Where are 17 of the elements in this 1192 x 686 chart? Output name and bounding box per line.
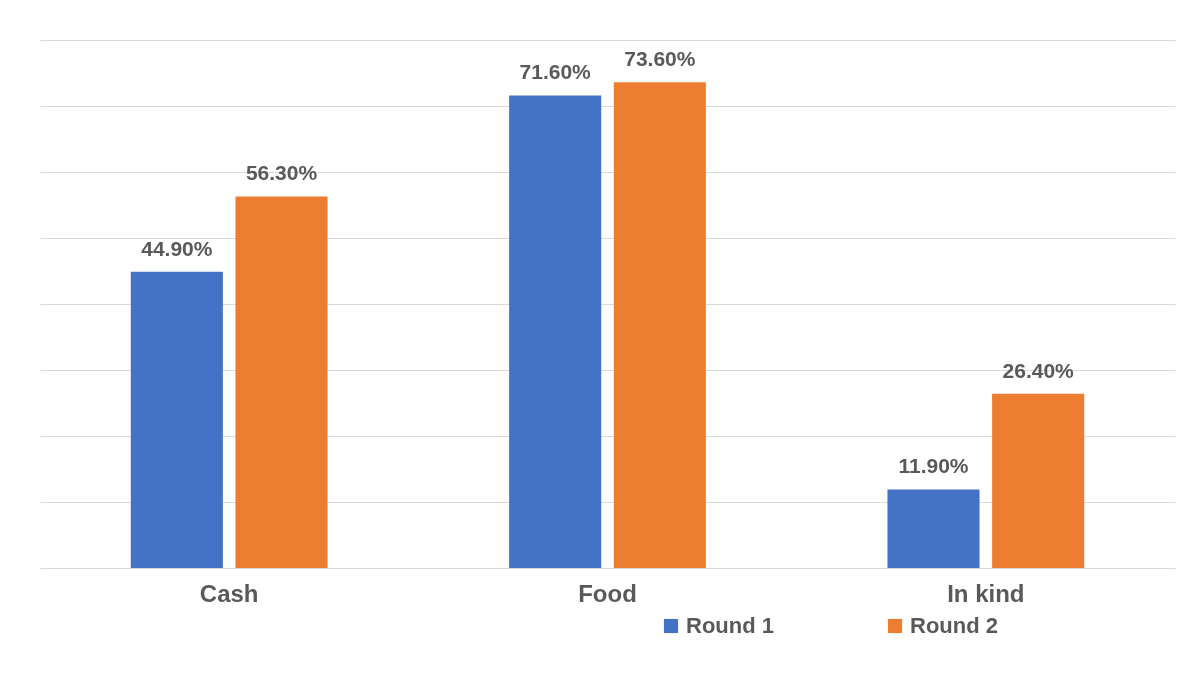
data-label: 11.90% xyxy=(898,454,969,478)
bar xyxy=(509,95,602,568)
bar xyxy=(613,82,706,568)
bar xyxy=(887,489,980,568)
legend-label: Round 1 xyxy=(686,613,774,638)
x-tick-label: In kind xyxy=(947,579,1025,607)
x-tick-label: Cash xyxy=(199,579,259,607)
data-label: 44.90% xyxy=(141,236,213,260)
data-label: 71.60% xyxy=(519,60,592,84)
data-label: 26.40% xyxy=(1002,358,1075,382)
data-label: 56.30% xyxy=(245,161,318,185)
bar xyxy=(130,271,223,568)
legend-label: Round 2 xyxy=(910,613,998,638)
bar xyxy=(235,196,328,568)
bar xyxy=(992,393,1085,568)
x-tick-label: Food xyxy=(578,579,637,607)
data-label: 73.60% xyxy=(624,47,696,71)
